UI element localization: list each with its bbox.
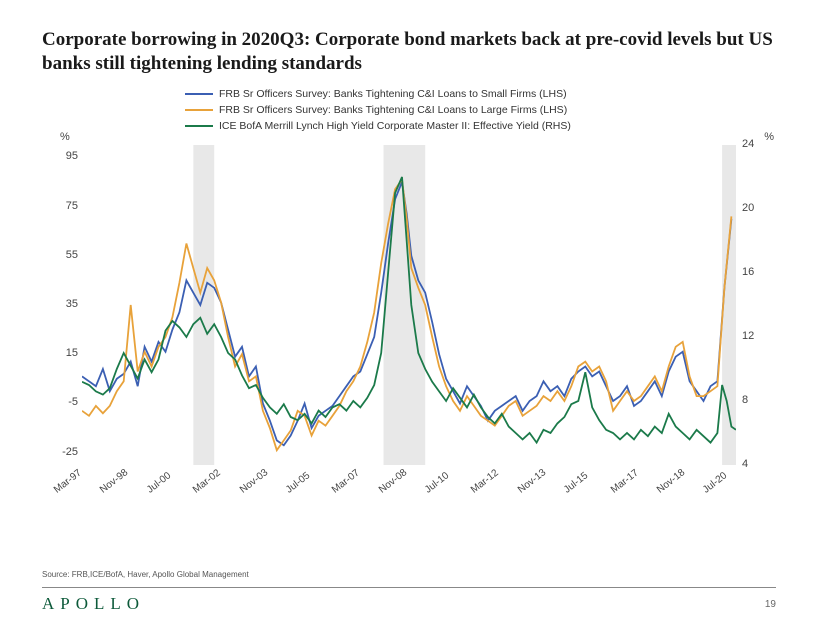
chart-title: Corporate borrowing in 2020Q3: Corporate… (42, 28, 776, 76)
apollo-logo: APOLLO (42, 594, 145, 614)
legend-label: ICE BofA Merrill Lynch High Yield Corpor… (219, 120, 571, 132)
legend-item: FRB Sr Officers Survey: Banks Tightening… (185, 104, 571, 116)
legend-label: FRB Sr Officers Survey: Banks Tightening… (219, 104, 567, 116)
y-tick-right: 12 (742, 330, 772, 342)
legend-item: FRB Sr Officers Survey: Banks Tightening… (185, 88, 571, 100)
y-tick-right: 24 (742, 138, 772, 150)
x-tick: Nov-08 (377, 467, 409, 496)
left-axis-unit: % (60, 131, 70, 143)
x-tick: Nov-13 (516, 467, 548, 496)
legend-item: ICE BofA Merrill Lynch High Yield Corpor… (185, 120, 571, 132)
y-tick-left: 95 (48, 150, 78, 162)
y-tick-right: 8 (742, 394, 772, 406)
y-tick-right: 16 (742, 266, 772, 278)
y-tick-left: 75 (48, 200, 78, 212)
recession-band (193, 145, 214, 465)
x-tick: Jul-15 (562, 470, 590, 495)
legend-swatch (185, 109, 213, 112)
x-tick: Nov-98 (98, 467, 130, 496)
y-tick-left: 35 (48, 298, 78, 310)
legend-swatch (185, 93, 213, 96)
plot-svg (82, 145, 736, 465)
page-number: 19 (765, 599, 776, 610)
x-tick: Jul-10 (423, 470, 451, 495)
x-tick: Mar-12 (469, 467, 501, 495)
x-tick: Jul-00 (145, 470, 173, 495)
x-tick: Jul-05 (284, 470, 312, 495)
y-tick-right: 20 (742, 202, 772, 214)
x-tick: Mar-97 (52, 467, 84, 495)
y-tick-left: -5 (48, 396, 78, 408)
x-tick: Mar-02 (191, 467, 223, 495)
x-tick: Nov-03 (238, 467, 270, 496)
legend-label: FRB Sr Officers Survey: Banks Tightening… (219, 88, 567, 100)
x-tick: Jul-20 (701, 470, 729, 495)
y-tick-left: 15 (48, 347, 78, 359)
y-tick-left: -25 (48, 446, 78, 458)
y-tick-left: 55 (48, 249, 78, 261)
x-tick: Mar-17 (609, 467, 641, 495)
y-tick-right: 4 (742, 458, 772, 470)
legend: FRB Sr Officers Survey: Banks Tightening… (185, 88, 571, 136)
x-tick: Nov-18 (655, 467, 687, 496)
legend-swatch (185, 125, 213, 128)
x-tick: Mar-07 (330, 467, 362, 495)
source-text: Source: FRB,ICE/BofA, Haver, Apollo Glob… (42, 570, 776, 588)
chart-area: % % -25-515355575954812162024Mar-97Nov-9… (42, 145, 776, 525)
